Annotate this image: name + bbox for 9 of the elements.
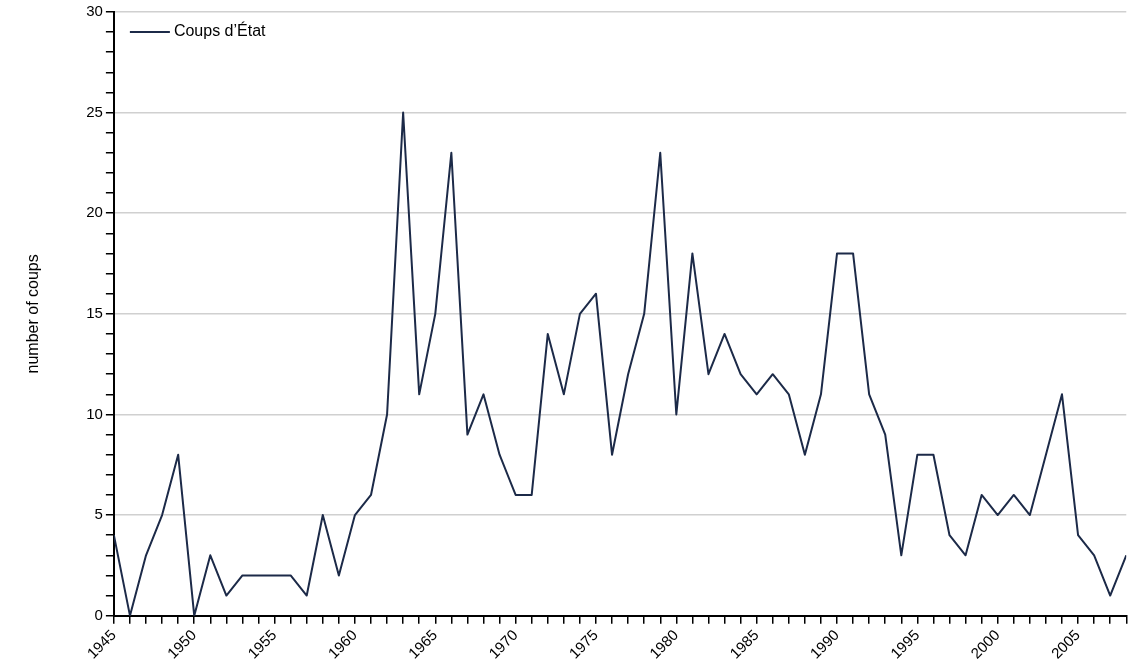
y-tick-label: 0: [94, 605, 103, 623]
y-tick-label: 15: [86, 303, 103, 321]
y-tick-label: 30: [86, 2, 103, 20]
y-tick-label: 25: [86, 102, 103, 120]
y-tick-label: 10: [86, 404, 103, 422]
y-axis-title: number of coups: [24, 254, 42, 374]
y-tick-label: 20: [86, 203, 103, 221]
legend-label: Coups d’État: [173, 21, 267, 40]
y-tick-label: 5: [94, 505, 103, 523]
